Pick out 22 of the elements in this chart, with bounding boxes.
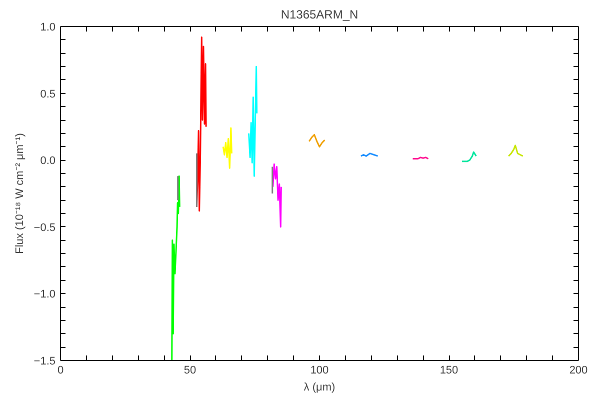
x-tick-label: 200 <box>569 364 588 376</box>
chart-title: N1365ARM_N <box>280 8 358 22</box>
y-tick-label: 0.5 <box>40 88 56 100</box>
line-series <box>196 36 207 212</box>
x-tick-label: 50 <box>184 364 196 376</box>
line-series <box>222 127 232 169</box>
y-axis-title: Flux (10⁻¹⁸ W cm⁻² μm⁻¹) <box>14 133 26 254</box>
y-tick-label: −1.5 <box>34 356 56 368</box>
y-tick-label: 1.0 <box>40 22 56 34</box>
y-tick-label: −0.5 <box>34 222 56 234</box>
line-series <box>508 144 524 157</box>
x-axis-title: λ (μm) <box>304 382 336 394</box>
line-series <box>461 151 477 162</box>
line-series <box>248 66 258 177</box>
x-tick-label: 100 <box>310 364 329 376</box>
line-series <box>308 134 326 148</box>
x-tick-label: 150 <box>440 364 458 376</box>
x-tick-label: 0 <box>57 364 64 376</box>
line-series <box>171 175 180 360</box>
y-tick-label: 0.0 <box>40 155 56 168</box>
line-series <box>272 163 282 228</box>
y-tick-label: −1.0 <box>34 288 56 301</box>
